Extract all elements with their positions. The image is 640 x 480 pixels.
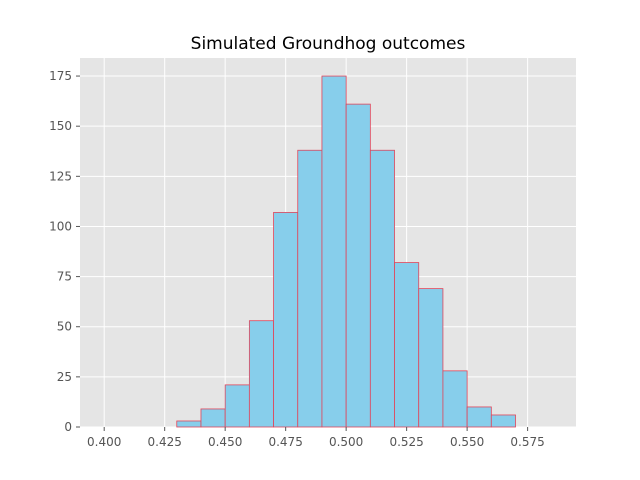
histogram-bar-0	[176, 420, 202, 428]
x-tick-label-3: 0.475	[268, 435, 302, 449]
x-tick-label-1: 0.425	[148, 435, 182, 449]
y-tick-label-4: 100	[49, 219, 72, 233]
x-tick-label-0: 0.400	[87, 435, 121, 449]
y-tick-label-0: 0	[64, 420, 72, 434]
axis-ticks: 0.400 0.425 0.450 0.475 0.500 0.525 0.550 0.575…	[49, 69, 545, 449]
x-tick-label-2: 0.450	[208, 435, 242, 449]
histogram-bar-3	[248, 320, 274, 428]
histogram-bar-7	[345, 103, 371, 428]
x-tick-label-4: 0.500	[329, 435, 363, 449]
histogram-bar-6	[321, 75, 347, 428]
chart-title: Simulated Groundhog outcomes	[191, 34, 466, 54]
histogram-bar-4	[273, 212, 299, 428]
histogram-bar-8	[369, 149, 395, 428]
histogram-bar-1	[200, 408, 226, 428]
y-tick-label-2: 50	[57, 320, 72, 334]
y-tick-label-1: 25	[57, 370, 72, 384]
histogram-bar-10	[418, 288, 444, 428]
histogram-bars	[176, 75, 516, 428]
histogram-bar-9	[394, 262, 420, 428]
y-tick-label-6: 150	[49, 119, 72, 133]
y-tick-label-7: 175	[49, 69, 72, 83]
x-tick-label-7: 0.575	[510, 435, 544, 449]
histogram-bar-12	[466, 406, 492, 428]
histogram-bar-2	[224, 384, 250, 428]
y-tick-label-5: 125	[49, 169, 72, 183]
histogram-bar-11	[442, 370, 468, 428]
y-tick-label-3: 75	[57, 270, 72, 284]
histogram-bar-5	[297, 149, 323, 428]
histogram-bar-13	[490, 414, 516, 428]
x-tick-label-6: 0.550	[450, 435, 484, 449]
x-tick-label-5: 0.525	[389, 435, 423, 449]
